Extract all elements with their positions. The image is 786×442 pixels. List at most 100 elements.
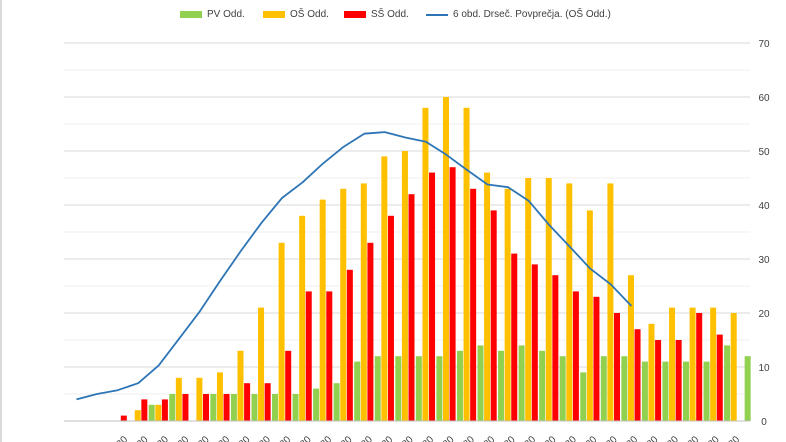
bar-ss	[285, 350, 292, 421]
x-tick-label: 20	[400, 434, 416, 442]
bar-ss	[326, 291, 333, 421]
bar-pv	[744, 356, 751, 421]
bar-ss	[655, 340, 662, 421]
bar-pv	[456, 350, 463, 421]
y-tick-label: 20	[758, 309, 770, 320]
bar-os	[237, 350, 244, 421]
bar-pv	[313, 388, 320, 421]
bar-os	[299, 215, 306, 421]
legend-item-ss: SŠ Odd.	[344, 9, 409, 20]
bar-ss	[223, 394, 230, 421]
bar-ss	[161, 399, 168, 421]
bar-pv	[498, 350, 505, 421]
bar-pv	[559, 356, 566, 421]
bar-ss	[367, 242, 374, 421]
x-tick-label: 20	[359, 434, 375, 442]
bar-os	[381, 156, 388, 421]
bar-ss	[531, 264, 538, 421]
moving-average-line	[76, 131, 633, 401]
bar-ss	[490, 210, 497, 421]
x-tick-label: 20	[686, 434, 702, 442]
x-tick-label: 20	[563, 434, 579, 442]
bar-ss	[716, 334, 723, 421]
legend-swatch-moving-average	[426, 13, 448, 16]
bar-os	[730, 313, 737, 421]
bar-pv	[292, 394, 299, 421]
legend-item-pv: PV Odd.	[180, 9, 245, 20]
bar-ss	[408, 194, 415, 421]
y-tick-label: 30	[758, 255, 770, 266]
legend-swatch-ss	[344, 11, 366, 18]
bar-os	[319, 199, 326, 421]
bar-os	[607, 183, 614, 421]
legend-swatch-pv	[180, 11, 202, 18]
bar-ss	[572, 291, 579, 421]
bar-os	[258, 307, 265, 421]
bar-os	[710, 307, 717, 421]
x-tick-label: 20	[543, 434, 559, 442]
x-tick-label: 20	[420, 434, 436, 442]
bar-pv	[539, 350, 546, 421]
bar-ss	[593, 296, 600, 421]
bar-os	[463, 107, 470, 422]
bar-ss	[675, 340, 682, 421]
bar-ss	[449, 167, 456, 421]
bar-os	[401, 151, 408, 421]
x-tick-label: 20	[726, 434, 742, 442]
bar-pv	[662, 361, 669, 421]
x-tick-label: 20	[584, 434, 600, 442]
x-tick-label: 20	[624, 434, 640, 442]
bar-pv	[230, 394, 237, 421]
bar-os	[545, 178, 552, 421]
bar-os	[196, 377, 203, 421]
y-tick-label: 50	[758, 147, 770, 158]
bar-os	[484, 172, 491, 421]
bar-os	[627, 275, 634, 421]
bar-os	[586, 210, 593, 421]
bar-ss	[264, 383, 271, 421]
x-tick-label: 20	[155, 434, 171, 442]
legend-swatch-os	[263, 11, 285, 18]
bar-pv	[272, 394, 278, 421]
bar-os	[360, 183, 367, 421]
bar-ss	[387, 215, 394, 421]
bar-ss	[203, 394, 209, 421]
bar-ss	[634, 329, 641, 421]
bar-os	[689, 307, 696, 421]
legend-item-moving-average: 6 obd. Drseč. Povprečja. (OŠ Odd.)	[426, 9, 611, 20]
legend-label-pv: PV Odd.	[207, 9, 245, 20]
bar-pv	[374, 356, 381, 421]
bar-os	[340, 188, 347, 421]
bar-pv	[436, 356, 443, 421]
bar-os	[134, 410, 141, 421]
x-tick-label: 20	[604, 434, 620, 442]
x-tick-label: 20	[135, 434, 151, 442]
bar-pv	[641, 361, 648, 421]
legend: PV Odd. OŠ Odd. SŠ Odd. 6 obd. Drseč. Po…	[0, 9, 786, 27]
bar-pv	[148, 404, 155, 421]
bar-os	[278, 242, 285, 421]
y-tick-label: 40	[758, 201, 770, 212]
x-tick-label: 20	[196, 434, 212, 442]
bar-ss	[182, 394, 189, 421]
bar-pv	[415, 356, 422, 421]
bar-os	[525, 178, 532, 421]
legend-label-moving-average: 6 obd. Drseč. Povprečja. (OŠ Odd.)	[453, 9, 611, 20]
bar-pv	[600, 356, 607, 421]
bar-os	[422, 107, 429, 422]
legend-label-ss: SŠ Odd.	[371, 9, 409, 20]
x-tick-label: 20	[380, 434, 396, 442]
bar-ss	[696, 313, 703, 421]
legend-label-os: OŠ Odd.	[290, 9, 329, 20]
x-tick-label: 20	[237, 434, 253, 442]
x-tick-label: 20	[114, 434, 130, 442]
bar-pv	[169, 394, 176, 421]
x-tick-label: 20	[502, 434, 518, 442]
x-tick-label: 20	[257, 434, 273, 442]
bar-ss	[346, 269, 353, 421]
bar-ss	[614, 313, 620, 421]
y-tick-label: 60	[758, 93, 770, 104]
y-tick-label: 70	[758, 39, 770, 50]
